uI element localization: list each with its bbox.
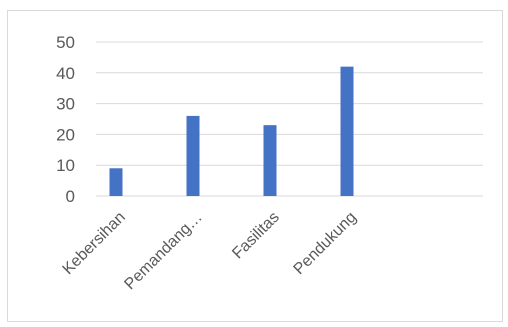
gridlines [96,41,483,197]
y-tick-label: 50 [56,33,75,52]
x-category-label: Fasilitas [229,209,283,263]
x-category-label: Kebersihan [60,209,129,278]
y-axis-tick-labels: 0 10 20 30 40 50 [56,33,75,206]
y-tick-label: 10 [56,156,75,175]
bars [109,66,354,196]
chart-area: 0 10 20 30 40 50 Kebersihan Pemandang… Fasilita… [7,10,503,322]
bar [186,115,200,196]
y-tick-label: 40 [56,64,75,83]
bar [340,66,354,196]
y-tick-label: 20 [56,125,75,144]
x-category-label: Pemandang… [121,209,205,293]
x-category-label: Pendukung [291,209,360,278]
y-tick-label: 30 [56,95,75,114]
bar [109,168,123,196]
bar [263,125,277,196]
y-tick-label: 0 [66,187,75,206]
